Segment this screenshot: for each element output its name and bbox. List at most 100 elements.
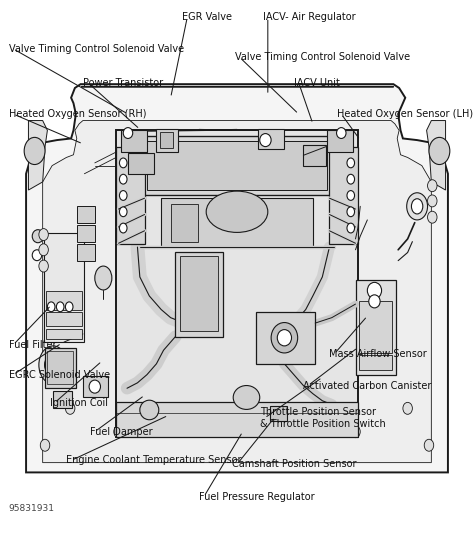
Ellipse shape bbox=[260, 134, 271, 147]
Polygon shape bbox=[427, 121, 446, 190]
Text: Power Transistor: Power Transistor bbox=[83, 78, 163, 87]
Ellipse shape bbox=[47, 302, 55, 312]
Text: Camshaft Position Sensor: Camshaft Position Sensor bbox=[232, 459, 357, 469]
Bar bbox=[128, 153, 154, 174]
Bar bbox=[45, 348, 76, 388]
Ellipse shape bbox=[428, 180, 437, 192]
Ellipse shape bbox=[347, 223, 355, 233]
Ellipse shape bbox=[119, 207, 127, 217]
Bar bbox=[258, 129, 284, 149]
Bar bbox=[359, 355, 392, 370]
Ellipse shape bbox=[428, 211, 437, 223]
Bar bbox=[116, 147, 145, 244]
Text: Fuel Filter: Fuel Filter bbox=[9, 340, 56, 350]
Bar bbox=[77, 225, 95, 242]
Text: EGR Valve: EGR Valve bbox=[182, 12, 232, 22]
Ellipse shape bbox=[351, 426, 360, 438]
Ellipse shape bbox=[24, 137, 45, 165]
Text: Activated Carbon Canister: Activated Carbon Canister bbox=[303, 381, 432, 390]
Bar bbox=[161, 198, 313, 247]
Polygon shape bbox=[28, 121, 47, 190]
Ellipse shape bbox=[407, 193, 428, 220]
Bar bbox=[46, 329, 82, 339]
Ellipse shape bbox=[337, 128, 346, 138]
Bar bbox=[270, 406, 287, 421]
Bar bbox=[77, 244, 95, 261]
Text: Valve Timing Control Solenoid Valve: Valve Timing Control Solenoid Valve bbox=[9, 44, 183, 54]
Bar bbox=[327, 130, 353, 152]
Text: Valve Timing Control Solenoid Valve: Valve Timing Control Solenoid Valve bbox=[235, 52, 410, 62]
Ellipse shape bbox=[140, 400, 159, 420]
Bar bbox=[116, 402, 358, 437]
Ellipse shape bbox=[347, 158, 355, 168]
Bar bbox=[329, 147, 358, 244]
Ellipse shape bbox=[32, 230, 44, 243]
Text: Heated Oxygen Sensor (LH): Heated Oxygen Sensor (LH) bbox=[337, 109, 473, 119]
Ellipse shape bbox=[429, 137, 450, 165]
Text: Fuel Pressure Regulator: Fuel Pressure Regulator bbox=[199, 492, 315, 502]
Bar bbox=[171, 204, 198, 242]
Text: Ignition Coil: Ignition Coil bbox=[50, 398, 108, 408]
Ellipse shape bbox=[411, 199, 423, 214]
Ellipse shape bbox=[119, 223, 127, 233]
Ellipse shape bbox=[39, 244, 48, 256]
Text: IACV Unit: IACV Unit bbox=[294, 78, 340, 87]
Text: Fuel Damper: Fuel Damper bbox=[90, 427, 153, 437]
Bar bbox=[156, 129, 178, 152]
Ellipse shape bbox=[347, 191, 355, 200]
Polygon shape bbox=[116, 130, 358, 437]
Bar bbox=[256, 312, 315, 364]
Ellipse shape bbox=[206, 191, 268, 232]
Bar bbox=[160, 132, 173, 148]
Text: Engine Coolant Temperature Sensor: Engine Coolant Temperature Sensor bbox=[66, 456, 242, 465]
Ellipse shape bbox=[347, 174, 355, 184]
Bar bbox=[121, 130, 147, 152]
Text: EGRC Solenoid Valve: EGRC Solenoid Valve bbox=[9, 370, 109, 380]
Ellipse shape bbox=[277, 330, 292, 346]
Polygon shape bbox=[26, 84, 448, 472]
Ellipse shape bbox=[65, 302, 73, 312]
Ellipse shape bbox=[403, 402, 412, 414]
Ellipse shape bbox=[369, 295, 380, 308]
Ellipse shape bbox=[39, 346, 67, 384]
Text: 95831931: 95831931 bbox=[9, 504, 55, 513]
Ellipse shape bbox=[114, 426, 123, 438]
Bar bbox=[356, 280, 396, 375]
Text: Heated Oxygen Sensor (RH): Heated Oxygen Sensor (RH) bbox=[9, 109, 146, 119]
Bar bbox=[46, 312, 82, 326]
Ellipse shape bbox=[367, 282, 382, 299]
Text: Throttle Position Sensor
& Throttle Position Switch: Throttle Position Sensor & Throttle Posi… bbox=[260, 407, 385, 429]
Ellipse shape bbox=[233, 386, 260, 409]
Ellipse shape bbox=[424, 439, 434, 451]
Ellipse shape bbox=[65, 402, 75, 414]
Ellipse shape bbox=[39, 260, 48, 272]
Ellipse shape bbox=[119, 174, 127, 184]
Ellipse shape bbox=[271, 323, 298, 353]
Bar bbox=[44, 233, 84, 342]
Bar bbox=[359, 301, 392, 353]
Ellipse shape bbox=[89, 380, 100, 393]
Ellipse shape bbox=[347, 207, 355, 217]
Bar bbox=[47, 351, 73, 384]
Bar bbox=[77, 206, 95, 223]
Bar bbox=[180, 256, 218, 331]
Bar bbox=[175, 252, 223, 337]
Ellipse shape bbox=[95, 266, 112, 290]
Bar bbox=[53, 391, 72, 408]
Ellipse shape bbox=[428, 195, 437, 207]
Bar bbox=[83, 376, 108, 397]
Text: Mass Airflow Sensor: Mass Airflow Sensor bbox=[329, 349, 427, 359]
Bar bbox=[140, 136, 334, 195]
Ellipse shape bbox=[45, 354, 62, 376]
Ellipse shape bbox=[39, 229, 48, 241]
Ellipse shape bbox=[123, 128, 133, 138]
Text: IACV- Air Regulator: IACV- Air Regulator bbox=[263, 12, 356, 22]
Ellipse shape bbox=[119, 191, 127, 200]
Ellipse shape bbox=[56, 302, 64, 312]
Polygon shape bbox=[43, 121, 431, 463]
Ellipse shape bbox=[119, 158, 127, 168]
Bar bbox=[147, 141, 327, 190]
Bar bbox=[46, 291, 82, 310]
Ellipse shape bbox=[32, 250, 42, 261]
Bar bbox=[303, 145, 326, 166]
